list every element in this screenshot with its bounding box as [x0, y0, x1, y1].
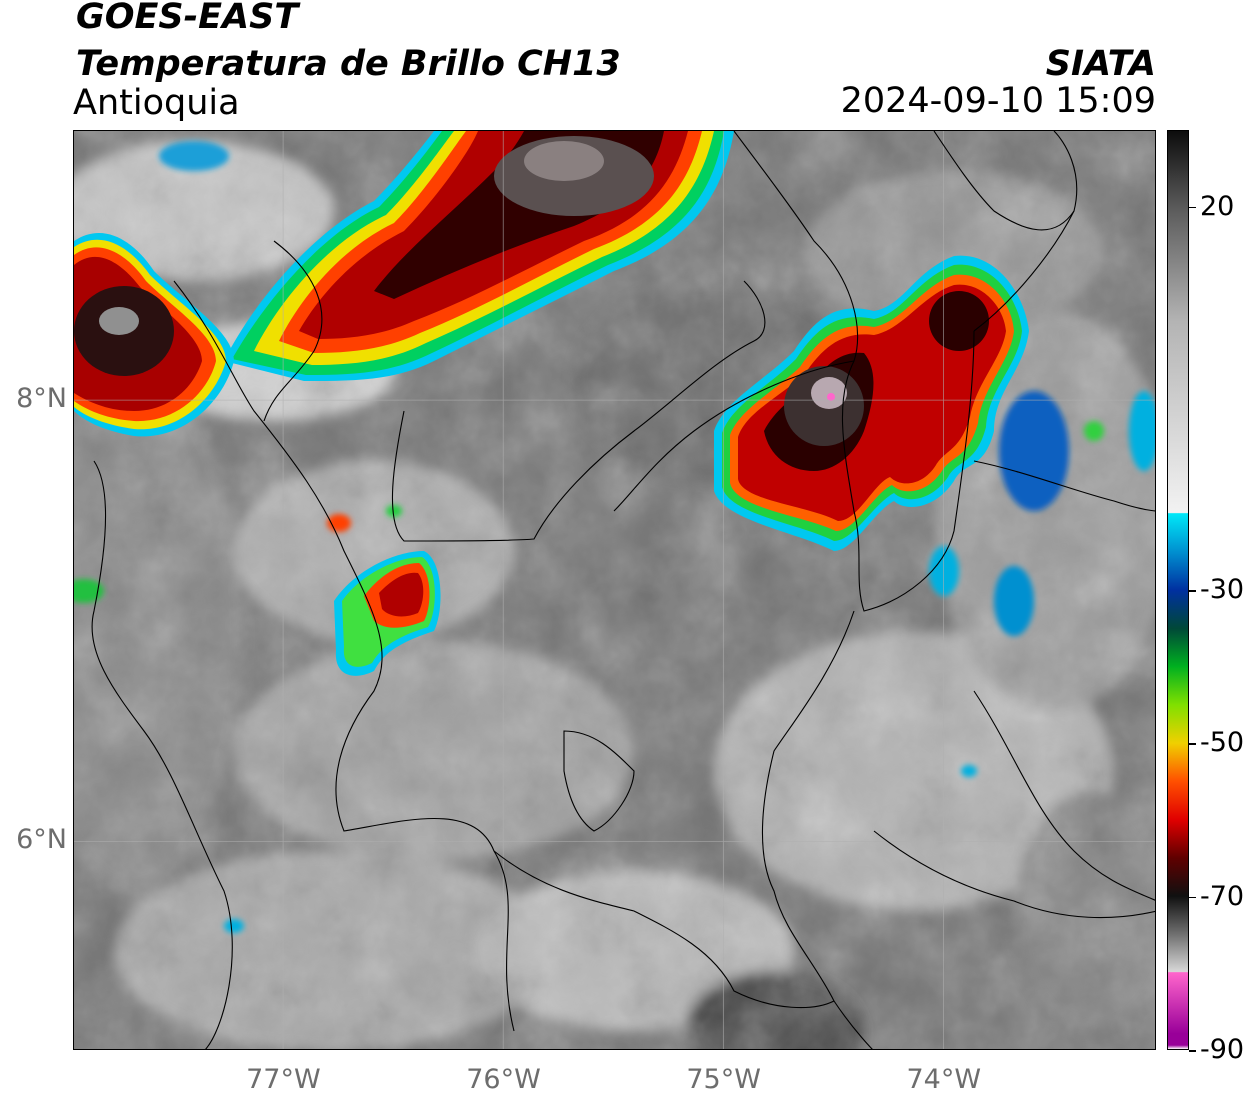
scattered-cells [74, 141, 1155, 933]
lon-label: 76°W [466, 1064, 541, 1095]
colorbar-label: -50 [1200, 727, 1245, 759]
lon-label: 75°W [686, 1064, 761, 1095]
satellite-title: GOES-EAST [76, 0, 299, 37]
colorbar-label: -30 [1200, 574, 1245, 605]
timestamp-label: 2024-09-10 15:09 [840, 81, 1156, 121]
storm-west [74, 232, 234, 437]
colorbar-tick [1189, 743, 1196, 745]
product-title: Temperatura de Brillo CH13 [76, 44, 621, 84]
graticule [74, 131, 1155, 1049]
lon-label: 77°W [246, 1064, 321, 1095]
lat-label: 8°N [16, 383, 67, 415]
organization-label: SIATA [1045, 44, 1156, 84]
colorbar-label: -70 [1200, 880, 1245, 912]
satellite-map[interactable] [73, 130, 1156, 1050]
colorbar-label: -90 [1200, 1034, 1245, 1065]
storm-central [334, 551, 441, 676]
colorbar-tick [1189, 590, 1196, 592]
colorbar-tick [1189, 1050, 1196, 1052]
colorbar-tick [1189, 896, 1196, 899]
borders [91, 131, 1155, 1049]
lat-label: 6°N [16, 824, 67, 856]
lon-label: 74°W [906, 1064, 982, 1095]
colorbar-tick [1189, 206, 1196, 209]
brightness-temperature-field [74, 131, 1155, 1049]
storm-north [224, 131, 734, 381]
storm-east [714, 255, 1029, 551]
colorbar-label: 20 [1200, 190, 1235, 222]
temperature-colorbar [1167, 130, 1189, 1050]
region-label: Antioquia [73, 83, 240, 123]
